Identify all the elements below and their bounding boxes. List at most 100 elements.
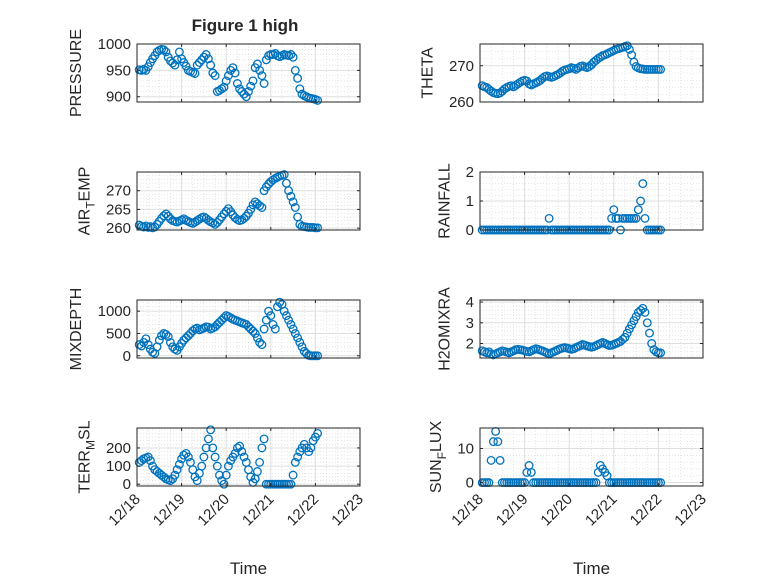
- data-point: [255, 201, 265, 211]
- data-point: [259, 79, 269, 88]
- data-point: [636, 196, 646, 206]
- data-point: [241, 92, 251, 102]
- y-tick-label: 0: [123, 348, 131, 365]
- data-point: [636, 305, 646, 315]
- data-point: [286, 191, 296, 201]
- data-series: [134, 297, 323, 361]
- y-tick-label: 900: [106, 89, 131, 106]
- data-point: [288, 52, 298, 62]
- data-point: [259, 434, 269, 444]
- data-point: [210, 452, 220, 462]
- data-point: [509, 82, 518, 92]
- data-point: [544, 213, 554, 223]
- data-point: [313, 95, 323, 105]
- axes-box: [136, 43, 361, 103]
- data-point: [645, 328, 654, 338]
- y-tick-label: 0: [466, 475, 474, 492]
- data-point: [237, 87, 247, 96]
- data-point: [137, 456, 146, 466]
- data-point: [179, 214, 189, 224]
- data-point: [297, 89, 307, 99]
- data-point: [186, 329, 195, 338]
- data-point: [181, 61, 191, 71]
- data-point: [288, 470, 298, 480]
- y-tick-label: 265: [106, 201, 131, 218]
- data-point: [281, 311, 291, 321]
- plot-area: [480, 428, 703, 486]
- data-point: [219, 82, 229, 92]
- y-axis-label: H2OMIXRA: [437, 287, 454, 371]
- data-point: [223, 461, 233, 471]
- data-point: [235, 441, 245, 451]
- data-point: [145, 456, 155, 466]
- data-point: [210, 71, 220, 81]
- data-point: [170, 344, 180, 354]
- y-tick-label: 270: [106, 183, 131, 200]
- y-tick-label: 1000: [98, 303, 131, 320]
- data-point: [170, 470, 180, 480]
- data-point: [248, 326, 258, 336]
- y-tick-label: 2: [466, 164, 474, 181]
- data-point: [313, 223, 323, 233]
- data-point: [172, 465, 182, 475]
- data-point: [486, 455, 496, 465]
- data-point: [161, 47, 171, 57]
- subplot-rainfall: 0 1 2 RAINFALL: [437, 163, 704, 239]
- data-point: [284, 186, 294, 196]
- data-point: [279, 306, 289, 316]
- y-tick-label: 500: [106, 325, 131, 342]
- data-point: [165, 337, 175, 347]
- y-tick-label: 200: [106, 440, 131, 457]
- data-series: [477, 303, 666, 360]
- data-point: [270, 324, 280, 334]
- data-point: [290, 329, 300, 338]
- data-point: [647, 339, 657, 348]
- data-point: [633, 205, 643, 215]
- data-point: [201, 50, 211, 59]
- data-point: [609, 205, 619, 215]
- data-point: [228, 63, 238, 73]
- data-point: [235, 84, 245, 94]
- data-point: [203, 54, 213, 64]
- subplot-h2omixra: 2 3 4 H2OMIXRA: [437, 287, 704, 371]
- data-point: [192, 323, 202, 333]
- data-point: [313, 428, 323, 438]
- data-point: [255, 65, 265, 75]
- x-axis-label: Time: [573, 559, 610, 578]
- data-point: [640, 307, 650, 317]
- data-point: [221, 206, 231, 216]
- data-point: [246, 324, 256, 334]
- data-point: [237, 447, 247, 457]
- data-point: [638, 179, 648, 189]
- data-point: [244, 322, 253, 332]
- data-point: [212, 461, 222, 471]
- y-tick-label: 0: [466, 222, 474, 239]
- y-axis-label: MIXDEPTH: [68, 288, 85, 371]
- y-tick-label: 0: [123, 476, 131, 493]
- data-point: [266, 311, 276, 321]
- y-tick-label: 4: [466, 294, 474, 311]
- axes-box: [479, 427, 704, 487]
- data-point: [511, 80, 521, 90]
- data-point: [293, 333, 303, 343]
- data-point: [279, 170, 289, 180]
- data-point: [163, 332, 173, 342]
- y-axis-label: TERRMSL: [77, 420, 98, 493]
- data-point: [257, 203, 267, 212]
- axes-box: [479, 299, 704, 359]
- data-point: [515, 77, 525, 87]
- data-point: [248, 76, 258, 86]
- data-point: [313, 351, 323, 361]
- data-point: [495, 455, 505, 465]
- data-point: [286, 479, 296, 489]
- data-point: [288, 324, 298, 334]
- y-tick-label: 100: [106, 458, 131, 475]
- data-point: [197, 461, 207, 471]
- data-point: [555, 68, 565, 78]
- data-point: [656, 64, 666, 74]
- data-point: [252, 467, 262, 476]
- data-point: [226, 65, 236, 75]
- data-point: [629, 57, 639, 67]
- data-point: [259, 324, 269, 334]
- data-point: [161, 209, 171, 219]
